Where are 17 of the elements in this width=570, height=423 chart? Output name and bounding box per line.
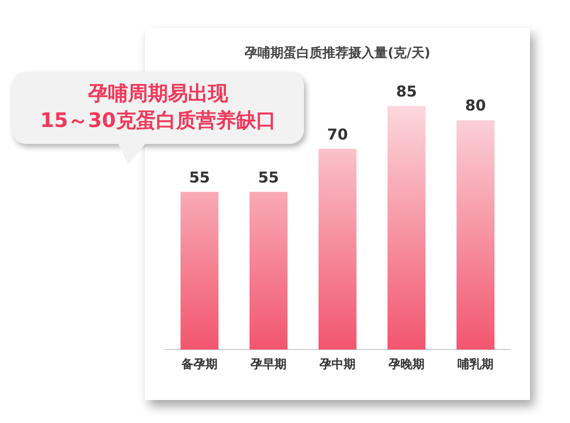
x-tick-label: 哺乳期 (458, 356, 494, 371)
x-tick-label: 孕早期 (250, 356, 286, 371)
data-label: 80 (465, 96, 486, 115)
bar (388, 106, 426, 350)
bar (250, 192, 288, 350)
annotation: 孕哺周期易出现 15～30克蛋白质营养缺口 (39, 80, 277, 134)
x-tick-label: 备孕期 (180, 356, 218, 371)
bar (180, 192, 218, 350)
data-label: 70 (327, 125, 348, 144)
x-tick-label: 孕中期 (318, 356, 356, 371)
chart-title: 孕哺期蛋白质推荐摄入量(克/天) (244, 45, 430, 62)
bar (318, 148, 356, 350)
x-tick-label: 孕晚期 (388, 356, 424, 371)
bar (456, 120, 494, 350)
data-label: 55 (189, 168, 210, 186)
data-label: 85 (396, 82, 417, 100)
data-label: 55 (258, 168, 279, 186)
